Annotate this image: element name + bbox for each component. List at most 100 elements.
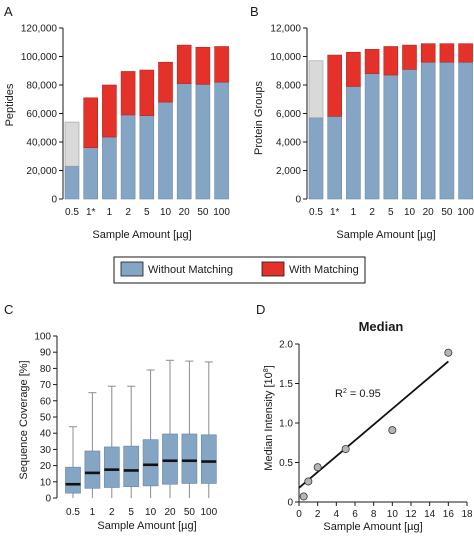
median-intensity-chart: Median 0 0.5 1.0 1.5 2.0 0 2 4 6 8 10 12 14 16 18 R2 … <box>263 319 473 533</box>
x-tick-label: 18 <box>461 509 473 520</box>
y-tick-label: 2.0 <box>279 340 293 351</box>
box-iqr <box>142 439 159 487</box>
r-squared-prefix: R <box>335 388 343 400</box>
bar-with-matching <box>458 43 473 63</box>
y-tick-label: 100,000 <box>21 52 58 63</box>
bar-without-matching <box>176 83 192 200</box>
peptides-x-ticks: 0.5 1* 1 2 5 10 20 50 100 <box>65 207 230 218</box>
protein-groups-y-ticks: 0 2,000 4,000 6,000 8,000 10,000 12,000 <box>270 24 307 206</box>
x-tick-label: 50 <box>184 507 196 518</box>
x-tick-label: 10 <box>145 507 157 518</box>
y-tick-label: 30 <box>40 445 52 456</box>
sequence-coverage-x-axis-title: Sample Amount [µg] <box>97 520 196 532</box>
box-iqr <box>103 446 120 488</box>
x-tick-label: 20 <box>423 207 435 218</box>
median-chart-title: Median <box>359 319 404 334</box>
x-tick-label: 10 <box>387 509 399 520</box>
x-tick-label: 10 <box>404 207 416 218</box>
y-tick-label: 4,000 <box>276 138 301 149</box>
box-iqr <box>123 445 140 488</box>
bar-with-matching <box>364 49 380 74</box>
x-tick-label: 100 <box>457 207 474 218</box>
bar-without-matching <box>346 86 361 200</box>
box-iqr <box>162 433 178 485</box>
bar-with-matching <box>120 71 136 116</box>
x-tick-label: 2 <box>125 207 131 218</box>
median-intensity-y-ticks: 0 0.5 1.0 1.5 2.0 <box>279 340 299 509</box>
x-tick-label: 5 <box>144 207 150 218</box>
y-tick-label: 50 <box>40 413 52 424</box>
x-tick-label: 100 <box>213 207 230 218</box>
scatter-point <box>444 348 453 357</box>
x-tick-label: 0.5 <box>66 507 80 518</box>
y-tick-label: 1.5 <box>279 379 293 390</box>
y-tick-label: 10 <box>40 477 52 488</box>
x-tick-label: 20 <box>179 207 191 218</box>
bar-with-matching <box>383 46 399 76</box>
y-tick-label: 8,000 <box>276 81 301 92</box>
x-tick-label: 8 <box>371 509 377 520</box>
scatter-point <box>388 426 397 435</box>
y-tick-label: 90 <box>40 348 52 359</box>
bar-without-matching <box>102 136 117 200</box>
bar-without-matching <box>214 81 229 200</box>
legend-label-without-matching: Without Matching <box>148 264 233 276</box>
x-tick-label: 5 <box>388 207 394 218</box>
x-tick-label: 4 <box>334 509 340 520</box>
peptides-chart: 020,00040,00060,00080,000100,000120,000 … <box>4 24 230 242</box>
x-tick-label: 10 <box>160 207 172 218</box>
x-tick-label: 1* <box>330 207 340 218</box>
y-tick-label: 20 <box>40 461 52 472</box>
x-tick-label: 1* <box>86 207 96 218</box>
scatter-point <box>299 492 308 501</box>
y-tick-label: 12,000 <box>270 24 301 35</box>
bar-without-matching <box>120 114 136 200</box>
median-y-title-main: Median Intensity [10 <box>263 372 275 470</box>
bar-with-matching <box>346 51 361 87</box>
x-tick-label: 5 <box>128 507 134 518</box>
legend-label-with-matching: With Matching <box>289 264 359 276</box>
panel-label-c: C <box>4 302 13 317</box>
y-tick-label: 6,000 <box>276 109 301 120</box>
bar-without-matching <box>83 147 98 200</box>
sequence-coverage-y-ticks: 0 10 20 30 40 50 60 70 80 90 100 <box>34 332 57 505</box>
bar-without-matching <box>383 74 399 200</box>
y-tick-label: 60,000 <box>26 109 57 120</box>
bar-without-matching <box>308 117 324 200</box>
bar-with-matching <box>176 44 192 84</box>
box-iqr <box>200 434 217 484</box>
bar-without-matching <box>402 69 417 200</box>
regression-line <box>298 360 449 489</box>
median-intensity-x-axis-title: Sample Amount [µg] <box>323 521 422 533</box>
bar-with-matching <box>139 69 155 116</box>
x-tick-label: 2 <box>369 207 375 218</box>
sequence-coverage-chart: 0 10 20 30 40 50 60 70 80 90 100 0.5 1 2 5 10 20 50 100 S… <box>18 332 218 533</box>
protein-groups-bars <box>306 28 473 200</box>
r-squared-annotation: R2 = 0.95 <box>335 388 381 400</box>
y-tick-label: 2,000 <box>276 166 301 177</box>
panel-label-d: D <box>256 302 265 317</box>
panel-label-a: A <box>4 4 13 19</box>
y-tick-label: 40 <box>40 429 52 440</box>
median-intensity-y-axis-title: Median Intensity [108] <box>263 365 275 470</box>
legend-swatch-with-matching <box>261 261 285 277</box>
x-tick-label: 0.5 <box>309 207 323 218</box>
bar-without-matching <box>327 116 343 200</box>
x-tick-label: 0.5 <box>65 207 79 218</box>
x-tick-label: 2 <box>315 509 321 520</box>
x-tick-label: 50 <box>441 207 453 218</box>
scatter-point <box>304 477 313 486</box>
bar-without-matching <box>195 83 211 200</box>
y-tick-label: 0 <box>295 195 301 206</box>
x-tick-label: 2 <box>109 507 115 518</box>
legend-swatch-without-matching <box>120 261 144 277</box>
x-tick-label: 12 <box>405 509 417 520</box>
legend: Without Matching With Matching <box>113 256 366 284</box>
x-tick-label: 0 <box>296 509 302 520</box>
bar-low-sample <box>308 60 324 119</box>
y-tick-label: 80 <box>40 364 52 375</box>
sequence-coverage-y-axis-title: Sequence Coverage [%] <box>18 360 30 479</box>
y-tick-label: 1.0 <box>279 419 293 430</box>
protein-groups-y-axis-title: Protein Groups <box>253 81 265 155</box>
